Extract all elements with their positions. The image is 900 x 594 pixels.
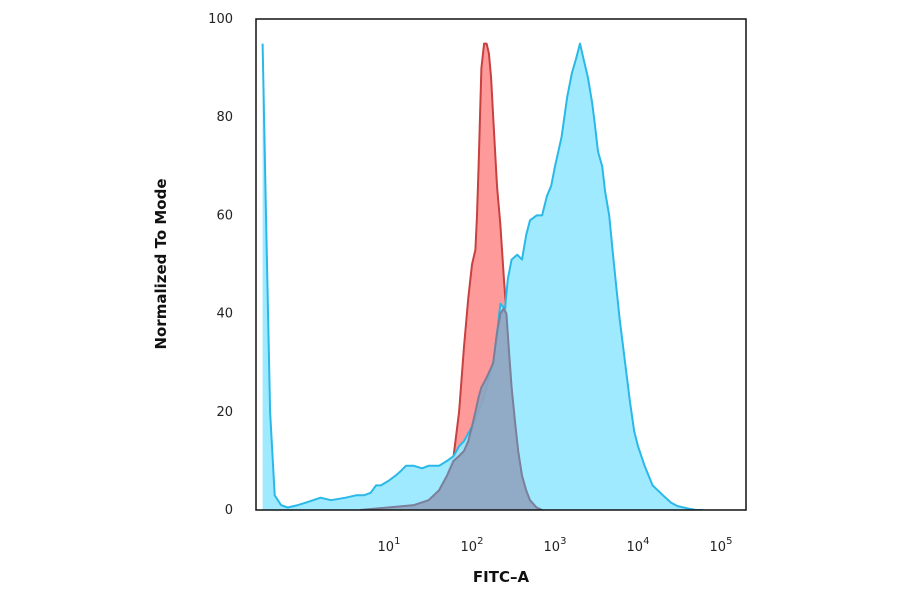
- histogram-overlap-area: [360, 308, 543, 510]
- x-axis-title: FITC–A: [473, 568, 530, 586]
- histogram-blue-sample-area: [262, 43, 703, 510]
- y-tick-label: 80: [216, 110, 233, 125]
- y-tick-label: 40: [216, 307, 233, 322]
- y-axis: 0 20 40 60 80 100: [208, 12, 233, 518]
- x-tick-label: 103: [544, 536, 567, 555]
- y-axis-title: Normalized To Mode: [152, 178, 170, 349]
- x-tick-label: 104: [627, 536, 650, 555]
- x-tick-label: 105: [710, 536, 733, 555]
- x-tick-label: 102: [461, 536, 484, 555]
- y-tick-label: 60: [216, 208, 233, 223]
- histogram-overlap-line: [360, 307, 543, 510]
- y-tick-label: 0: [225, 503, 233, 518]
- y-tick-label: 100: [208, 12, 233, 27]
- plot-area: [261, 42, 703, 510]
- x-tick-label: 101: [378, 536, 401, 555]
- x-axis: 101 102 103 104 105: [378, 536, 733, 555]
- plot-frame: [255, 18, 747, 511]
- y-tick-label: 20: [216, 405, 233, 420]
- histogram-blue-sample-line: [261, 42, 703, 510]
